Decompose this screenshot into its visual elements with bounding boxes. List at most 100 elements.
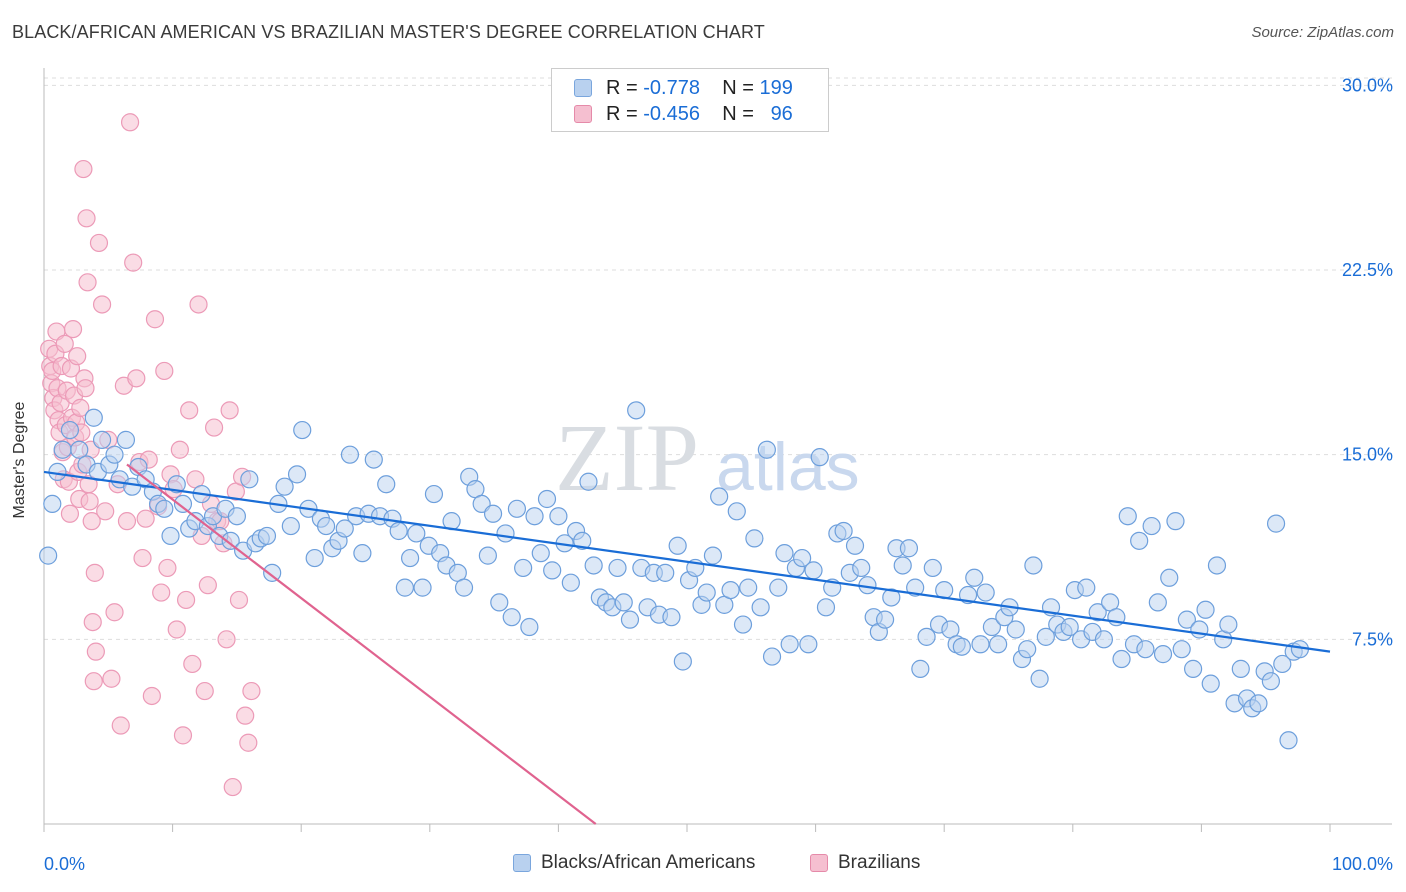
trend-line-brazilians — [126, 463, 597, 825]
r-value-blacks: -0.778 — [643, 76, 700, 99]
data-point-blacks — [305, 548, 324, 568]
data-point-blacks — [584, 556, 603, 575]
tick-labels: 7.5% 15.0% 22.5% 30.0% 0.0% 100.0% — [44, 75, 1393, 874]
blue-legend-swatch — [513, 854, 531, 872]
pink-legend-swatch — [810, 854, 828, 872]
data-point-blacks — [958, 585, 978, 605]
data-point-blacks — [263, 563, 282, 582]
data-point-blacks — [340, 445, 360, 464]
data-point-blacks — [620, 610, 640, 629]
data-point-blacks — [1077, 578, 1096, 597]
data-point-blacks — [1184, 659, 1203, 678]
data-point-blacks — [561, 573, 580, 592]
data-point-brazilians — [96, 502, 115, 521]
data-point-blacks — [923, 558, 942, 578]
data-point-brazilians — [117, 512, 137, 531]
data-point-blacks — [227, 507, 246, 526]
data-point-blacks — [1207, 556, 1227, 575]
n-value-brazilians: 96 — [770, 102, 793, 125]
data-point-blacks — [721, 580, 740, 600]
legend-row-brazilians: R = -0.456 N = 96 — [574, 103, 793, 125]
data-point-brazilians — [84, 672, 103, 691]
data-point-blacks — [1177, 610, 1196, 629]
watermark-zip: ZIP — [555, 404, 699, 511]
data-point-brazilians — [176, 590, 196, 610]
data-point-blacks — [608, 558, 627, 578]
data-point-blacks — [502, 608, 521, 627]
data-point-blacks — [364, 450, 383, 469]
data-point-blacks — [573, 531, 592, 550]
data-point-blacks — [911, 659, 930, 678]
data-point-blacks — [1261, 672, 1280, 691]
data-point-blacks — [906, 578, 925, 597]
data-point-blacks — [762, 647, 782, 666]
data-point-blacks — [70, 440, 89, 459]
n-value-blacks: 199 — [759, 76, 793, 99]
data-point-brazilians — [86, 642, 105, 661]
data-point-blacks — [1273, 654, 1292, 674]
data-point-blacks — [454, 578, 474, 597]
data-point-blacks — [1160, 568, 1179, 587]
data-point-blacks — [1136, 640, 1155, 659]
data-point-blacks — [400, 548, 420, 568]
data-point-blacks — [745, 529, 764, 548]
data-point-brazilians — [77, 209, 96, 228]
data-point-blacks — [793, 548, 812, 568]
data-point-brazilians — [236, 706, 255, 725]
data-point-blacks — [240, 470, 259, 489]
data-point-blacks — [673, 652, 692, 671]
data-point-blacks — [39, 546, 58, 565]
data-point-blacks — [751, 598, 770, 617]
data-point-blacks — [161, 526, 180, 546]
data-point-blacks — [1118, 507, 1137, 526]
data-point-blacks — [1153, 645, 1173, 664]
data-point-blacks — [875, 610, 895, 629]
blue-swatch — [574, 79, 592, 97]
data-point-blacks — [543, 561, 562, 580]
data-point-brazilians — [142, 686, 161, 706]
data-point-blacks — [614, 593, 633, 612]
data-point-blacks — [965, 568, 984, 587]
data-point-brazilians — [136, 509, 155, 528]
data-point-blacks — [531, 544, 550, 563]
data-point-brazilians — [217, 630, 236, 649]
data-point-blacks — [917, 627, 936, 646]
data-point-blacks — [92, 430, 112, 449]
data-point-blacks — [775, 544, 794, 563]
data-point-brazilians — [127, 369, 146, 388]
data-point-blacks — [899, 539, 919, 558]
data-point-blacks — [520, 617, 539, 637]
data-point-blacks — [662, 608, 681, 627]
data-point-blacks — [507, 499, 527, 518]
data-point-brazilians — [63, 319, 83, 339]
data-point-brazilians — [102, 669, 121, 688]
data-point-blacks — [579, 472, 598, 491]
data-point-blacks — [1030, 669, 1049, 688]
data-point-blacks — [1249, 694, 1268, 713]
data-point-brazilians — [229, 590, 249, 610]
data-point-blacks — [424, 484, 444, 504]
y-tick-label: 7.5% — [1352, 629, 1393, 649]
data-point-blacks — [496, 524, 515, 543]
data-point-blacks — [105, 445, 124, 464]
data-point-blacks — [799, 635, 818, 654]
data-point-blacks — [989, 635, 1008, 654]
data-point-blacks — [490, 593, 509, 612]
data-point-brazilians — [242, 681, 261, 701]
data-point-brazilians — [55, 334, 74, 353]
data-point-blacks — [389, 521, 408, 541]
data-point-blacks — [43, 494, 62, 514]
correlation-legend: R = -0.778 N = 199 R = -0.456 N = 96 — [551, 68, 829, 132]
data-point-blacks — [1166, 512, 1185, 531]
data-point-brazilians — [204, 418, 224, 437]
data-point-blacks — [703, 546, 723, 565]
chart-title: BLACK/AFRICAN AMERICAN VS BRAZILIAN MAST… — [12, 22, 765, 42]
data-point-blacks — [757, 440, 776, 459]
data-point-blacks — [668, 536, 687, 555]
data-point-brazilians — [71, 398, 90, 417]
data-point-brazilians — [80, 492, 99, 511]
data-point-brazilians — [105, 603, 124, 622]
data-point-brazilians — [120, 113, 140, 132]
data-point-blacks — [976, 583, 995, 602]
